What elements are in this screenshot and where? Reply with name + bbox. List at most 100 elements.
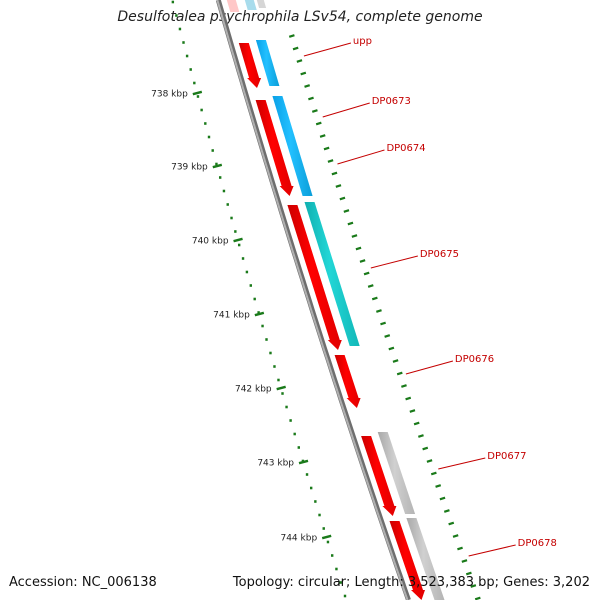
scale-dash (396, 371, 403, 376)
scale-dot (189, 68, 192, 71)
scale-dot (207, 135, 211, 139)
scale-dot (297, 446, 300, 449)
gene-arrow (389, 521, 425, 600)
gene-label[interactable]: DP0677 (487, 451, 526, 462)
label-track: upp DP0673 DP0674 DP0675 DP0676 DP0677 DP0678 (303, 36, 557, 557)
scale-dot (285, 405, 288, 409)
scale-dash (343, 209, 350, 213)
cog-feature (377, 432, 416, 514)
truncated-cog-feature (256, 0, 267, 8)
scale-dot (204, 122, 207, 125)
backbone-track (215, 0, 411, 600)
scale-dash (339, 196, 346, 201)
backbone-line (215, 0, 411, 600)
scale-dot (257, 311, 260, 314)
scale-dash (457, 546, 463, 551)
kbp-tick-label: 742 kbp (235, 385, 272, 395)
scale-dash (405, 396, 412, 401)
scale-dot (249, 284, 252, 287)
cog-feature (255, 40, 280, 86)
scale-dash (413, 421, 420, 426)
scale-dash (388, 346, 395, 351)
scale-dash (331, 171, 338, 176)
gene-label-leader (405, 360, 454, 375)
scale-dash (376, 309, 382, 313)
gene-label[interactable]: upp (353, 36, 372, 47)
scale-dash (426, 459, 433, 463)
gene-label[interactable]: DP0675 (420, 249, 459, 260)
kbp-tick-label: 744 kbp (280, 534, 317, 544)
gene-track (226, 0, 445, 600)
scale-dot (277, 378, 280, 382)
gene-label[interactable]: DP0676 (455, 354, 494, 365)
scale-dot (309, 486, 313, 490)
cog-feature (272, 96, 313, 196)
gene-arrow (287, 205, 342, 350)
gene-arrow (238, 43, 262, 88)
gene-label[interactable]: DP0674 (386, 143, 425, 154)
scale-dash (435, 484, 442, 488)
scale-dash (323, 146, 330, 151)
tick-track: 738 kbp 739 kbp 740 kbp 741 kbp 742 kbp 743 k… (151, 0, 481, 600)
kbp-tick-label: 743 kbp (257, 459, 294, 469)
scale-dash (443, 509, 450, 513)
scale-dot (171, 0, 175, 4)
scale-dash (315, 121, 322, 126)
scale-dash (422, 446, 429, 451)
kbp-tick-mark (321, 534, 332, 540)
scale-dot (215, 162, 218, 166)
scale-dash (308, 96, 314, 101)
scale-dot (211, 149, 214, 152)
scale-dot (265, 338, 268, 341)
scale-dash (448, 521, 455, 526)
scale-dash (292, 46, 299, 51)
backbone-highlight (216, 0, 409, 600)
scale-dash (384, 334, 391, 338)
scale-dot (305, 473, 309, 476)
scale-dash (474, 596, 481, 600)
scale-dash (439, 496, 446, 501)
kbp-tick-label: 738 kbp (151, 90, 188, 100)
scale-dash (465, 571, 472, 576)
scale-dash (311, 109, 318, 113)
scale-dash (461, 559, 468, 563)
scale-dash (359, 259, 366, 263)
scale-dot (273, 365, 276, 368)
kbp-tick-mark (276, 385, 286, 391)
gene-label-leader (468, 544, 516, 557)
scale-dot (185, 54, 189, 58)
gene-label[interactable]: DP0673 (372, 96, 411, 107)
kbp-tick-mark (254, 311, 265, 317)
kbp-tick-mark (298, 459, 309, 465)
scale-dash (296, 59, 303, 63)
kbp-tick-label: 740 kbp (192, 237, 229, 247)
scale-dash (304, 84, 311, 88)
truncated-cog-feature (244, 0, 257, 10)
scale-dot (241, 257, 245, 260)
scale-dot (237, 243, 241, 247)
scale-dot (314, 500, 317, 503)
scale-dot (196, 95, 200, 98)
scale-dot (343, 594, 347, 598)
gene-label-leader (370, 255, 418, 269)
scale-dot (222, 189, 226, 193)
scale-dash (367, 284, 374, 288)
scale-dot (200, 108, 203, 112)
scale-dash (430, 471, 437, 476)
scale-dash (470, 584, 477, 588)
gene-label-leader (322, 102, 370, 118)
scale-dot (293, 432, 296, 436)
scale-dash (335, 184, 342, 188)
gene-label[interactable]: DP0678 (518, 538, 557, 549)
scale-dot (178, 27, 182, 31)
scale-dash (371, 296, 378, 301)
truncated-feature (226, 0, 240, 12)
scale-dash (327, 159, 334, 163)
scale-dash (288, 34, 295, 38)
scale-dot (269, 351, 272, 355)
genome-title: Desulfotalea psychrophila LSv54, complet… (117, 9, 483, 25)
scale-dot (261, 324, 264, 328)
scale-dot (175, 14, 178, 17)
scale-dot (226, 203, 229, 206)
